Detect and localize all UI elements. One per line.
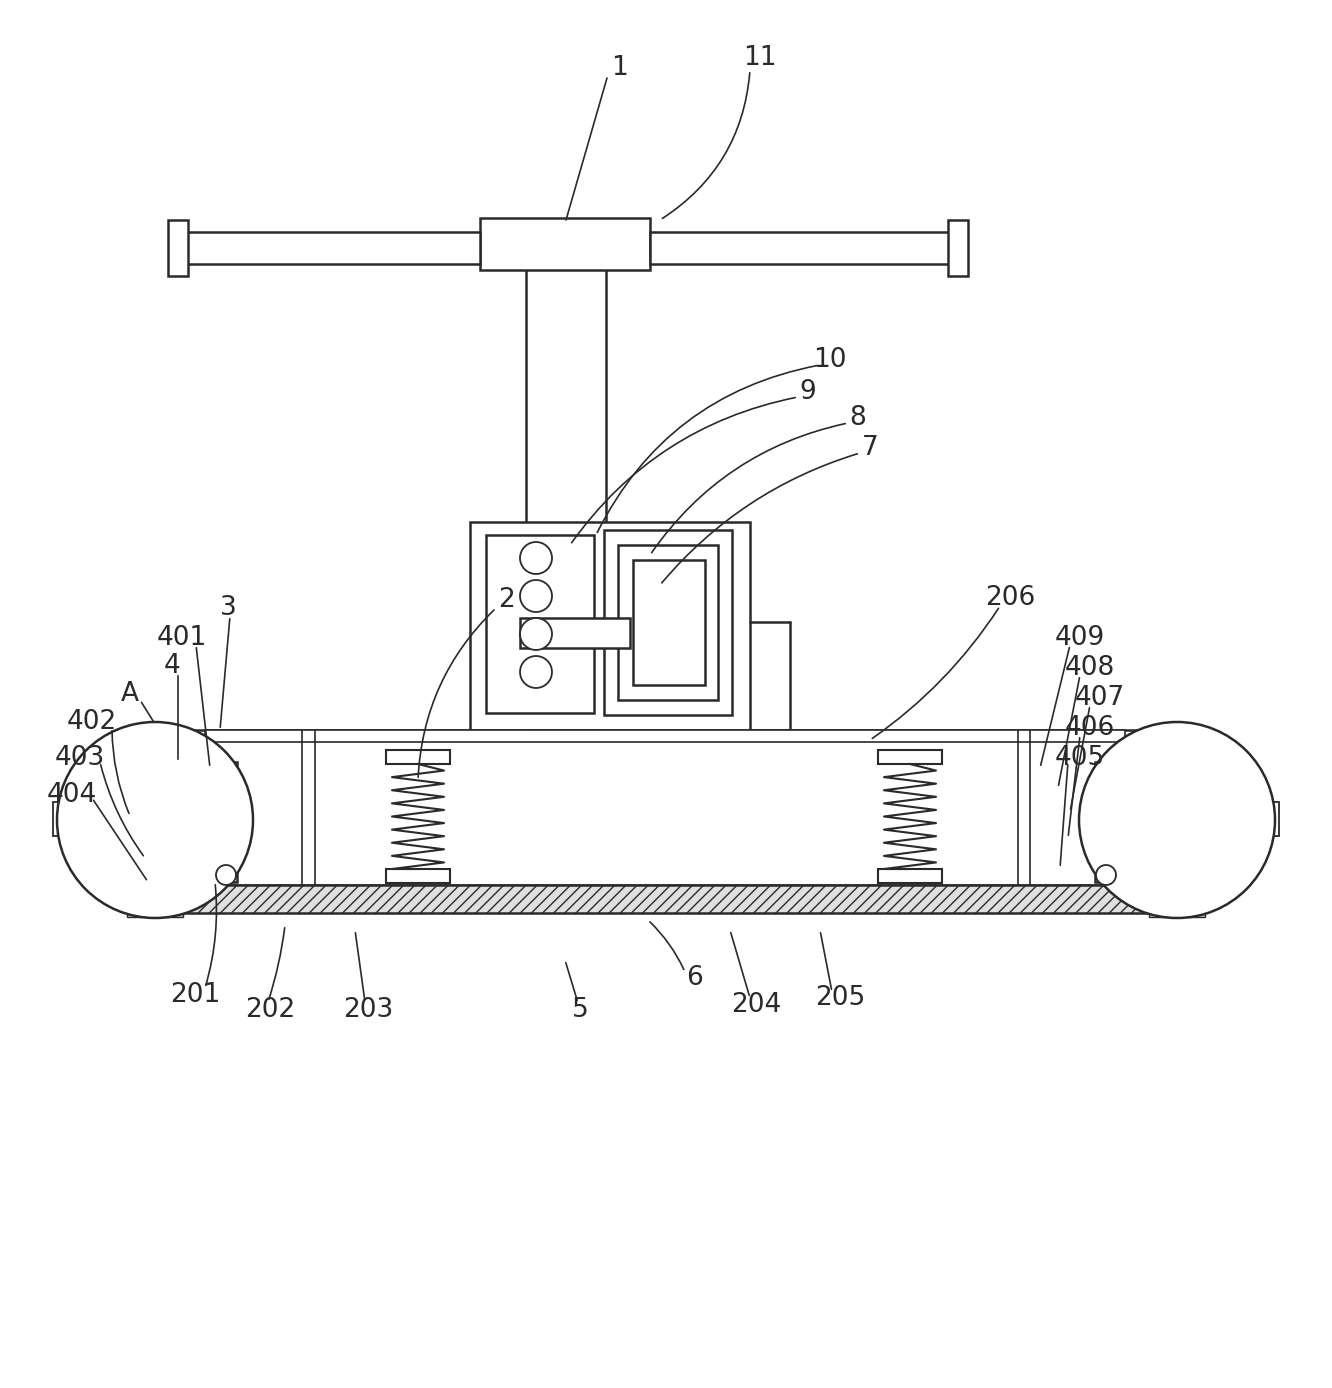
Bar — [386, 750, 450, 763]
Bar — [1099, 811, 1154, 826]
Bar — [67, 808, 237, 830]
Bar — [168, 221, 188, 276]
Text: 206: 206 — [984, 584, 1035, 611]
Bar — [178, 790, 233, 806]
Circle shape — [519, 657, 551, 688]
Bar — [178, 770, 233, 786]
Bar — [948, 221, 968, 276]
Text: 4: 4 — [164, 652, 180, 679]
Bar — [480, 218, 650, 271]
Bar — [878, 750, 942, 763]
Text: 2: 2 — [498, 587, 514, 613]
Bar — [1099, 770, 1154, 786]
Text: 202: 202 — [245, 997, 296, 1023]
Text: 5: 5 — [571, 997, 589, 1023]
Bar — [1150, 902, 1205, 917]
Text: 403: 403 — [55, 745, 105, 770]
Bar — [1095, 808, 1265, 830]
Bar — [127, 902, 182, 917]
Bar — [237, 804, 250, 831]
Text: 11: 11 — [743, 44, 777, 71]
Text: 406: 406 — [1064, 715, 1115, 741]
Bar — [174, 762, 237, 881]
Bar — [174, 730, 1155, 886]
Bar — [386, 869, 450, 883]
Circle shape — [519, 541, 551, 575]
Text: 201: 201 — [170, 981, 220, 1008]
Text: 402: 402 — [67, 709, 117, 736]
Text: A: A — [121, 682, 139, 706]
Text: 409: 409 — [1055, 625, 1106, 651]
Bar — [178, 811, 233, 826]
Bar — [618, 545, 718, 700]
Bar — [486, 534, 594, 713]
Bar — [530, 730, 598, 765]
Text: 401: 401 — [157, 625, 206, 651]
Bar — [174, 886, 1155, 913]
Bar — [603, 530, 733, 715]
Text: 6: 6 — [686, 965, 702, 991]
Bar — [1095, 762, 1158, 881]
Text: 408: 408 — [1064, 655, 1115, 682]
Text: 404: 404 — [47, 781, 97, 808]
Bar — [1147, 874, 1207, 905]
Text: 203: 203 — [342, 997, 393, 1023]
Bar — [125, 874, 185, 905]
Bar — [53, 802, 71, 836]
Bar — [1082, 804, 1095, 831]
Text: 3: 3 — [220, 595, 236, 620]
Circle shape — [1096, 865, 1116, 886]
Bar — [526, 221, 606, 630]
Bar — [519, 618, 630, 648]
Circle shape — [519, 580, 551, 612]
Text: 407: 407 — [1075, 686, 1126, 711]
Circle shape — [1079, 722, 1275, 917]
Bar — [470, 522, 750, 731]
Text: 8: 8 — [850, 405, 866, 432]
Bar — [650, 232, 950, 264]
Circle shape — [519, 618, 551, 650]
Text: 10: 10 — [814, 347, 847, 373]
Bar — [185, 232, 480, 264]
Text: 205: 205 — [815, 985, 864, 1010]
Bar — [633, 559, 705, 686]
Circle shape — [216, 865, 236, 886]
Text: 1: 1 — [611, 56, 629, 81]
Text: 204: 204 — [731, 992, 781, 1017]
Bar — [205, 730, 1126, 743]
Text: 7: 7 — [862, 434, 878, 461]
Text: 9: 9 — [799, 379, 817, 405]
Text: 405: 405 — [1055, 745, 1106, 770]
Bar — [1261, 802, 1279, 836]
Circle shape — [57, 722, 253, 917]
Bar — [878, 869, 942, 883]
Bar — [1099, 790, 1154, 806]
